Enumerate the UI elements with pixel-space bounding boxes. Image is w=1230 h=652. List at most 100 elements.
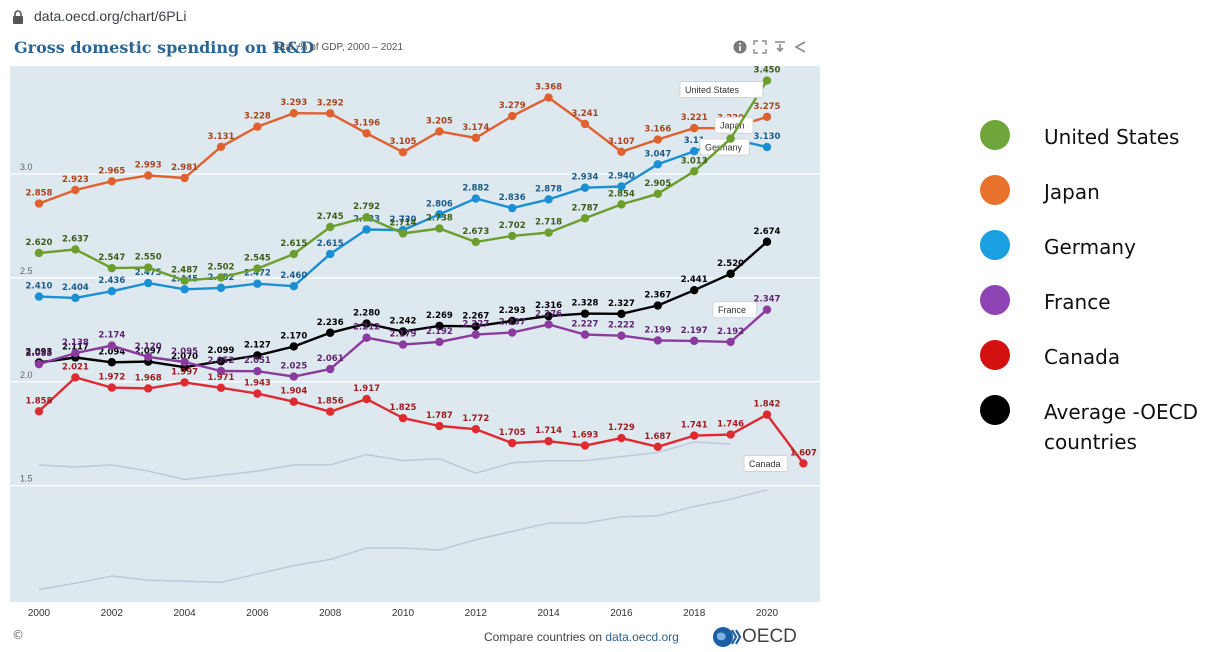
data-label: 2.280 [353,309,380,319]
series-point [580,214,590,223]
data-label: 2.965 [98,166,125,176]
copyright-symbol: © [12,628,24,642]
data-label: 3.275 [754,102,781,112]
data-label: 1.729 [608,423,635,433]
data-label: 1.741 [681,421,708,431]
legend-item: France [980,285,1230,317]
series-point [107,287,117,296]
download-icon[interactable] [772,40,788,56]
series-point [216,283,226,293]
oecd-logo[interactable]: OECD [712,626,812,650]
data-label: 1.693 [572,431,599,441]
data-label: 1.858 [26,396,53,406]
data-label: 2.882 [462,184,489,194]
data-label: 2.093 [26,347,53,357]
legend-item: Average -OECD countries [980,395,1230,457]
legend-label: Average -OECD countries [1044,400,1199,454]
series-point [180,276,189,285]
data-label: 1.972 [98,373,125,383]
legend-item: Germany [980,230,1230,262]
series-end-label: Germany [705,143,743,153]
series-end-label-box [712,301,757,319]
chart-footer: © Compare countries on data.oecd.org OEC… [0,626,830,650]
series-point [362,333,371,342]
series-point [398,148,408,157]
series-point [690,336,699,346]
series-point [544,320,553,329]
data-label: 2.436 [98,276,125,286]
legend-item: Canada [980,340,1230,372]
series-point [326,407,335,416]
data-label: 3.105 [390,137,417,147]
series-point [617,433,626,443]
info-icon[interactable] [732,40,748,56]
data-label: 2.545 [244,254,271,264]
data-label: 2.120 [135,342,162,352]
legend-swatch [980,285,1010,315]
series-point [762,305,772,314]
series-point [471,322,480,331]
data-label: 2.854 [608,189,635,199]
series-point [617,331,626,340]
series-point [580,183,590,192]
fullscreen-icon[interactable] [752,40,768,56]
series-point [653,301,662,310]
series-point [34,292,44,301]
series-point [362,319,371,328]
data-label: 2.460 [280,271,307,281]
data-label: 2.410 [26,282,53,292]
data-label: 2.806 [426,199,453,209]
data-label: 1.917 [353,384,380,394]
data-label: 3.450 [754,66,781,76]
data-label: 2.070 [171,352,198,362]
data-label: 2.199 [644,325,671,335]
data-label: 2.792 [353,202,380,212]
series-point [435,421,444,431]
series-point [71,348,80,358]
compare-prefix: Compare countries on [484,630,606,644]
compare-link[interactable]: data.oecd.org [605,630,679,644]
data-label: 2.441 [681,275,708,285]
data-label: 2.367 [644,291,671,301]
data-label: 2.174 [98,331,125,341]
x-tick-label: 2020 [756,608,779,619]
data-label: 2.673 [462,227,489,237]
series-point [690,123,699,133]
data-label: 1.714 [535,426,562,436]
data-label: 2.192 [426,327,453,337]
data-label: 2.197 [681,326,708,336]
share-icon[interactable] [792,40,808,56]
series-point [107,341,117,350]
legend-label: France [1044,290,1111,314]
legend-label: United States [1044,125,1180,149]
data-label: 2.117 [62,342,89,352]
series-point [362,394,371,404]
series-point [216,357,226,366]
series-point [653,160,662,169]
series-point [107,358,117,367]
series-point [253,122,262,131]
address-bar[interactable]: data.oecd.org/chart/6PLi [0,0,830,34]
series-point [289,108,298,118]
data-label: 2.878 [535,184,562,194]
legend-label: Germany [1044,235,1136,259]
series-point [762,76,772,85]
data-label: 2.836 [499,193,526,203]
data-label: 2.487 [171,266,198,276]
series-point [435,224,444,233]
data-label: 2.212 [353,323,380,333]
x-tick-label: 2018 [683,608,706,619]
series-point [544,311,553,321]
background-series-line [38,489,768,591]
legend-label: Japan [1044,180,1100,204]
series-point [216,366,226,376]
data-label: 2.236 [317,318,344,328]
data-label: 3.107 [608,137,635,147]
x-tick-label: 2006 [246,608,269,619]
chart-title: Gross domestic spending on R&D [14,38,315,57]
series-point [653,189,662,198]
data-label: 2.227 [572,320,599,330]
url-text[interactable]: data.oecd.org/chart/6PLi [34,8,187,24]
series-point [289,397,298,406]
series-point [690,285,699,295]
